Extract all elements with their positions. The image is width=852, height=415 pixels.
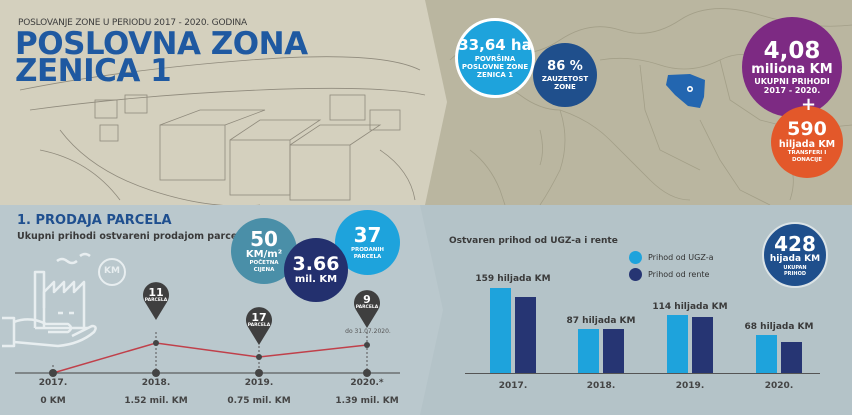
section-subtitle-parcel-sales: Ukupni prihodi ostvareni prodajom parcel… bbox=[17, 231, 247, 242]
bar-x-label-2017: 2017. bbox=[498, 381, 528, 391]
total-sales-value: 3.66 bbox=[292, 253, 340, 275]
total-sales-circle: 3.66 mil. KM bbox=[284, 238, 348, 302]
total-income-label-1: UKUPNI PRIHODI bbox=[754, 76, 830, 86]
report-subtitle: POSLOVANJE ZONE U PERIODU 2017 - 2020. G… bbox=[18, 18, 248, 28]
legend-ugz-label: Prihod od UGZ-a bbox=[648, 253, 714, 262]
price-label-1: POČETNA bbox=[249, 259, 279, 266]
km-icon-label: KM bbox=[104, 266, 120, 276]
bar-2017-ugz bbox=[490, 288, 511, 373]
plus-icon: + bbox=[801, 94, 817, 115]
total-income-circle: 4,08 miliona KM UKUPNI PRIHODI 2017 - 20… bbox=[742, 17, 842, 117]
section-subtitle-ugz-rent: Ostvaren prihod od UGZ-a i rente bbox=[449, 236, 618, 246]
bar-total-2020: 68 hiljada KM bbox=[744, 322, 814, 332]
bar-2020-rent bbox=[781, 342, 802, 373]
area-label-1: POVRŠINA bbox=[474, 54, 516, 63]
line-value-2020: 1.39 mil. KM bbox=[335, 396, 399, 406]
intro-panel: POSLOVANJE ZONE U PERIODU 2017 - 2020. G… bbox=[0, 0, 852, 205]
sold-label-1: PRODANIH bbox=[350, 246, 385, 253]
occupancy-label-1: ZAUZETOST bbox=[541, 74, 589, 83]
occupancy-stat-circle: 86 % ZAUZETOST ZONE bbox=[533, 43, 597, 107]
bar-2017-rent bbox=[515, 297, 536, 373]
line-x-label-2018: 2018. bbox=[141, 378, 171, 388]
price-value: 50 bbox=[250, 226, 278, 251]
transfers-unit: hiljada KM bbox=[778, 139, 836, 150]
transfers-label-1: TRANSFERI I bbox=[787, 150, 827, 156]
factory-hand-icon bbox=[2, 252, 126, 348]
pin-2020-label: 9 PARCELA bbox=[355, 293, 379, 310]
bosnia-highlight bbox=[666, 74, 705, 108]
total-sales-unit: mil. KM bbox=[294, 274, 338, 285]
bar-2018-ugz bbox=[578, 329, 599, 373]
bar-2020-ugz bbox=[756, 335, 777, 373]
legend-ugz-swatch bbox=[629, 251, 642, 264]
pin-2018 bbox=[143, 282, 169, 320]
section-title-parcel-sales: 1. PRODAJA PARCELA bbox=[17, 213, 172, 228]
total-ugz-rent-circle: 428 hijada KM UKUPAN PRIHOD bbox=[762, 222, 828, 288]
line-value-2019: 0.75 mil. KM bbox=[227, 396, 291, 406]
bar-2019-rent bbox=[692, 317, 713, 373]
price-unit: KM/m² bbox=[245, 248, 283, 260]
transfers-label-2: DONACIJE bbox=[792, 157, 822, 163]
line-x-label-2020: 2020.* bbox=[350, 378, 384, 388]
legend-rent-label: Prihod od rente bbox=[648, 270, 710, 279]
bar-2019-ugz bbox=[667, 315, 688, 373]
line-value-2017: 0 KM bbox=[40, 396, 66, 406]
transfers-value: 590 bbox=[787, 118, 827, 140]
pin-2020 bbox=[354, 290, 380, 328]
bar-chart-baseline bbox=[465, 373, 820, 374]
total-ugz-label-1: UKUPAN bbox=[783, 264, 807, 271]
transfers-circle: 590 hiljada KM TRANSFERI I DONACIJE bbox=[771, 106, 843, 178]
occupancy-value: 86 % bbox=[547, 58, 583, 74]
bar-x-label-2020: 2020. bbox=[764, 381, 794, 391]
total-ugz-unit: hijada KM bbox=[769, 253, 821, 264]
total-ugz-value: 428 bbox=[774, 231, 816, 256]
parcel-sales-line-chart bbox=[15, 332, 400, 377]
pin-2019 bbox=[246, 307, 272, 345]
area-label-2: POSLOVNE ZONE bbox=[461, 62, 529, 71]
occupancy-label-2: ZONE bbox=[554, 82, 576, 91]
pin-2018-label: 11 PARCELA bbox=[144, 286, 168, 303]
legend-rent-swatch bbox=[629, 268, 642, 281]
page-title: POSLOVNA ZONA ZENICA 1 bbox=[15, 26, 308, 89]
title-line-2: ZENICA 1 bbox=[15, 53, 172, 89]
sold-value: 37 bbox=[353, 222, 382, 247]
area-label-3: ZENICA 1 bbox=[476, 70, 514, 79]
bar-total-2019: 114 hiljada KM bbox=[652, 302, 728, 312]
bar-total-2018: 87 hiljada KM bbox=[566, 316, 636, 326]
bar-x-label-2019: 2019. bbox=[675, 381, 705, 391]
legend-rent: Prihod od rente bbox=[629, 268, 709, 281]
sold-label-2: PARCELA bbox=[353, 253, 382, 260]
price-label-2: CIJENA bbox=[253, 266, 275, 273]
total-income-unit: miliona KM bbox=[751, 61, 833, 77]
bar-2018-rent bbox=[603, 329, 624, 373]
legend-ugz: Prihod od UGZ-a bbox=[629, 251, 713, 264]
line-x-label-2017: 2017. bbox=[38, 378, 68, 388]
footnote-date: do 31.07.2020. bbox=[345, 328, 391, 335]
area-stat-circle: 33,64 ha POVRŠINA POSLOVNE ZONE ZENICA 1 bbox=[455, 18, 535, 98]
line-x-label-2019: 2019. bbox=[244, 378, 274, 388]
bar-total-2017: 159 hiljada KM bbox=[475, 274, 551, 284]
zone-sketch bbox=[0, 0, 447, 205]
bar-x-label-2018: 2018. bbox=[586, 381, 616, 391]
total-income-label-2: 2017 - 2020. bbox=[763, 85, 821, 95]
line-value-2018: 1.52 mil. KM bbox=[124, 396, 188, 406]
area-value: 33,64 ha bbox=[458, 35, 532, 54]
total-income-value: 4,08 bbox=[763, 37, 821, 64]
pin-2019-label: 17 PARCELA bbox=[247, 311, 271, 328]
total-ugz-label-2: PRIHOD bbox=[784, 270, 806, 277]
title-line-1: POSLOVNA ZONA bbox=[15, 26, 308, 62]
